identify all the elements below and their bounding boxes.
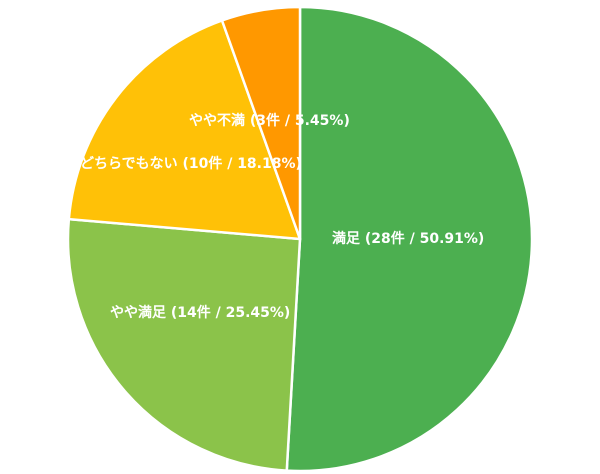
pie-slice-3[interactable] [67,19,302,241]
pie-labels: 満足 (28件 / 50.91%) やや満足 (14件 / 25.45%) どちらで… [80,112,484,321]
pie-slices [66,5,534,473]
pie-slice-4[interactable] [220,5,302,241]
pie-slice-label-2: やや満足 (14件 / 25.45%) [110,304,290,321]
pie-slice-label-1: 満足 (28件 / 50.91%) [332,230,484,247]
pie-slice-label-4: やや不満 (3件 / 5.45%) [189,112,350,129]
pie-slice-1[interactable] [285,5,534,473]
pie-slice-label-3: どちらでもない (10件 / 18.18%) [80,155,302,172]
pie-slice-2[interactable] [66,217,302,472]
